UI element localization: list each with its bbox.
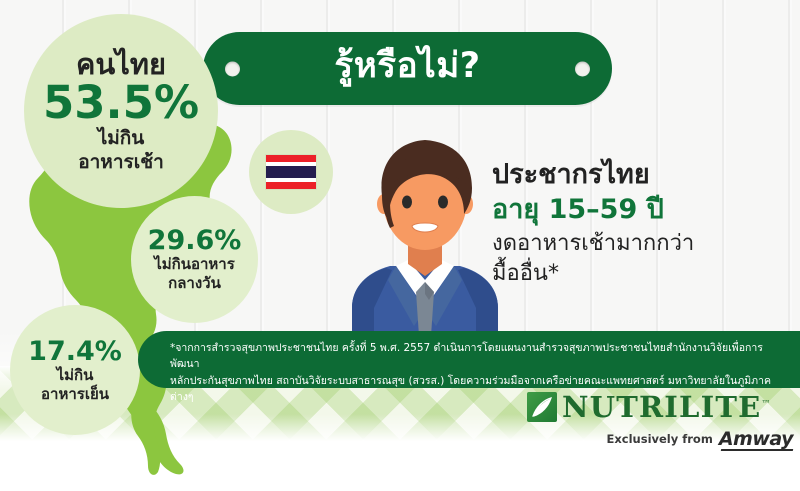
stat-label-line1: ไม่กิน bbox=[56, 365, 94, 384]
stat-label-prefix: คนไทย bbox=[76, 46, 166, 81]
stat-percent: 53.5% bbox=[42, 75, 200, 129]
stat-percent: 17.4% bbox=[28, 335, 122, 367]
stat-label-line2: กลางวัน bbox=[168, 274, 221, 292]
header-banner: รู้หรือไม่? bbox=[203, 32, 612, 105]
trademark-symbol: ™ bbox=[761, 398, 771, 409]
stat-label-line2: อาหารเย็น bbox=[41, 384, 109, 403]
amway-brand: Amway bbox=[718, 428, 794, 450]
footnote-band: *จากการสำรวจสุขภาพประชาชนไทย ครั้งที่ 5 … bbox=[138, 331, 800, 403]
logo-tagline: Exclusively from bbox=[606, 432, 713, 446]
stat-bubble-lunch: 29.6% ไม่กินอาหาร กลางวัน bbox=[131, 196, 258, 323]
footnote-line1: *จากการสำรวจสุขภาพประชาชนไทย ครั้งที่ 5 … bbox=[170, 342, 763, 371]
wordmark-text: NUTRILITE bbox=[562, 389, 762, 424]
headline-line4: มื้ออื่น* bbox=[492, 260, 559, 286]
stat-label-line1: ไม่กิน bbox=[97, 126, 145, 149]
thailand-flag-badge bbox=[249, 130, 333, 214]
headline-line3: งดอาหารเช้ามากกว่า bbox=[492, 231, 695, 257]
headline-block: ประชากรไทย อายุ 15–59 ปี งดอาหารเช้ามากก… bbox=[492, 158, 792, 288]
stat-percent: 29.6% bbox=[147, 225, 242, 257]
page-title: รู้หรือไม่? bbox=[334, 46, 481, 86]
screw-dot-right-icon bbox=[575, 61, 590, 76]
headline-line1: ประชากรไทย bbox=[492, 159, 650, 190]
screw-dot-left-icon bbox=[225, 61, 240, 76]
background-white-floor bbox=[0, 444, 800, 491]
stat-bubble-breakfast: คนไทย 53.5% ไม่กิน อาหารเช้า bbox=[24, 14, 218, 208]
thailand-flag-icon bbox=[266, 155, 316, 189]
nutrilite-logo: NUTRILITE™ Exclusively from Amway bbox=[527, 389, 794, 450]
nutrilite-wordmark: NUTRILITE™ bbox=[562, 389, 771, 424]
nutrilite-leaf-icon bbox=[527, 392, 557, 422]
headline-line2: อายุ 15–59 ปี bbox=[492, 193, 664, 225]
footnote-line2: หลักประกันสุขภาพไทย สถาบันวิจัยระบบสาธาร… bbox=[170, 374, 771, 403]
stat-label-line2: อาหารเช้า bbox=[78, 151, 164, 174]
stat-bubble-dinner: 17.4% ไม่กิน อาหารเย็น bbox=[10, 305, 140, 435]
stat-label-line1: ไม่กินอาหาร bbox=[154, 255, 235, 274]
